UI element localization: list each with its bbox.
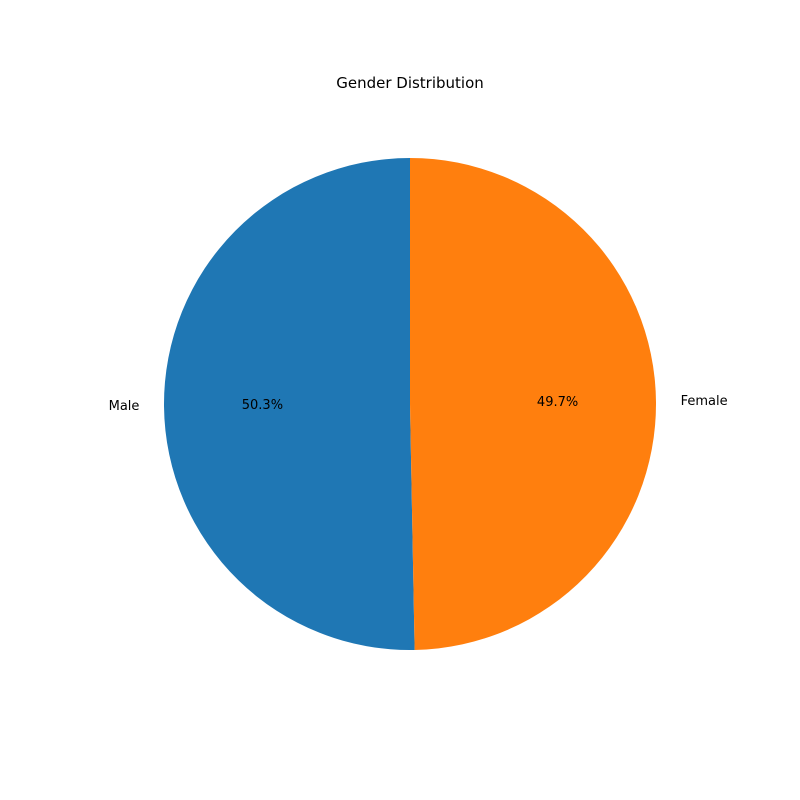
chart-title: Gender Distribution bbox=[336, 74, 484, 92]
slice-label-female: Female bbox=[681, 394, 728, 409]
pie-slice-female bbox=[410, 158, 656, 650]
percent-label-male: 50.3% bbox=[242, 398, 283, 413]
slice-label-male: Male bbox=[109, 399, 140, 414]
percent-label-female: 49.7% bbox=[537, 395, 578, 410]
pie-labels: Male 50.3% Female 49.7% bbox=[109, 394, 728, 414]
pie-slice-male bbox=[163, 158, 415, 650]
pie-slices bbox=[163, 158, 656, 650]
